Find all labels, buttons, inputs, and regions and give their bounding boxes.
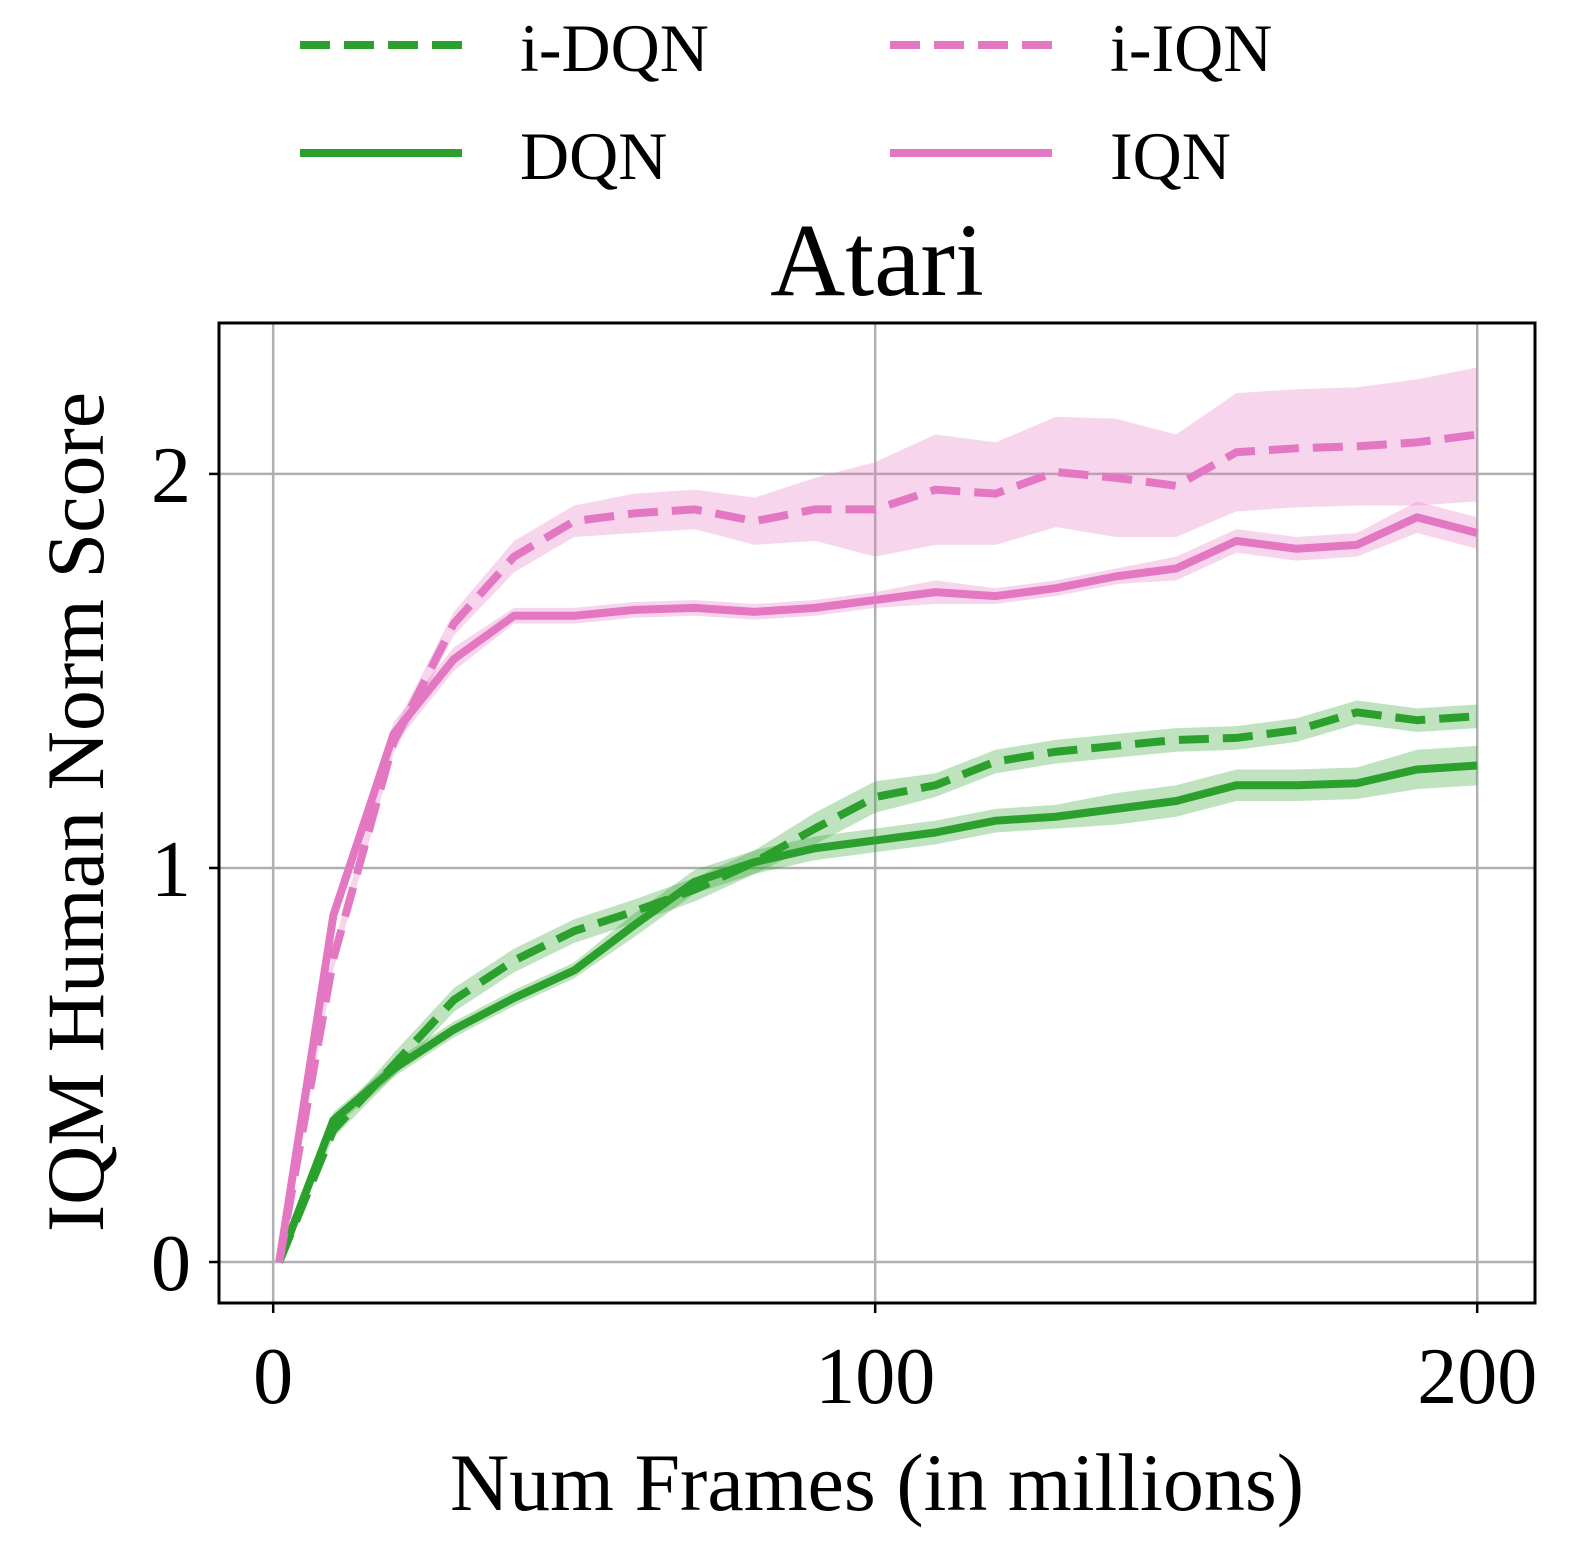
x-axis-label: Num Frames (in millions)	[450, 1437, 1304, 1528]
legend-label: IQN	[1110, 118, 1231, 194]
grid	[219, 323, 1535, 1303]
band-i-iqn	[279, 367, 1478, 1263]
confidence-bands	[279, 367, 1478, 1263]
legend-item-i-iqn: i-IQN	[890, 10, 1272, 86]
line-iqn	[275, 513, 1479, 1263]
y-tick-label: 0	[151, 1220, 191, 1308]
x-tick-label: 0	[253, 1333, 293, 1421]
series-lines	[275, 430, 1479, 1264]
legend-item-iqn: IQN	[890, 118, 1231, 194]
y-tick-label: 1	[151, 826, 191, 914]
legend-item-dqn: DQN	[300, 118, 667, 194]
chart-title: Atari	[770, 203, 984, 318]
legend-label: i-DQN	[520, 10, 709, 86]
plot-frame	[217, 321, 1537, 1305]
legend: i-DQN i-IQN DQN IQN	[300, 10, 1272, 194]
y-axis-label: IQM Human Norm Score	[30, 392, 121, 1232]
legend-label: DQN	[520, 118, 667, 194]
x-tick-label: 200	[1417, 1333, 1537, 1421]
line-i-iqn	[275, 430, 1478, 1263]
line-i-dqn	[275, 708, 1478, 1264]
line-dqn	[275, 761, 1478, 1264]
legend-label: i-IQN	[1110, 10, 1272, 86]
band-dqn	[279, 745, 1478, 1263]
x-tick-label: 100	[815, 1333, 935, 1421]
legend-item-i-dqn: i-DQN	[300, 10, 709, 86]
tick-labels: 0 100 200 0 1 2	[151, 432, 1537, 1421]
y-tick-label: 2	[151, 432, 191, 520]
